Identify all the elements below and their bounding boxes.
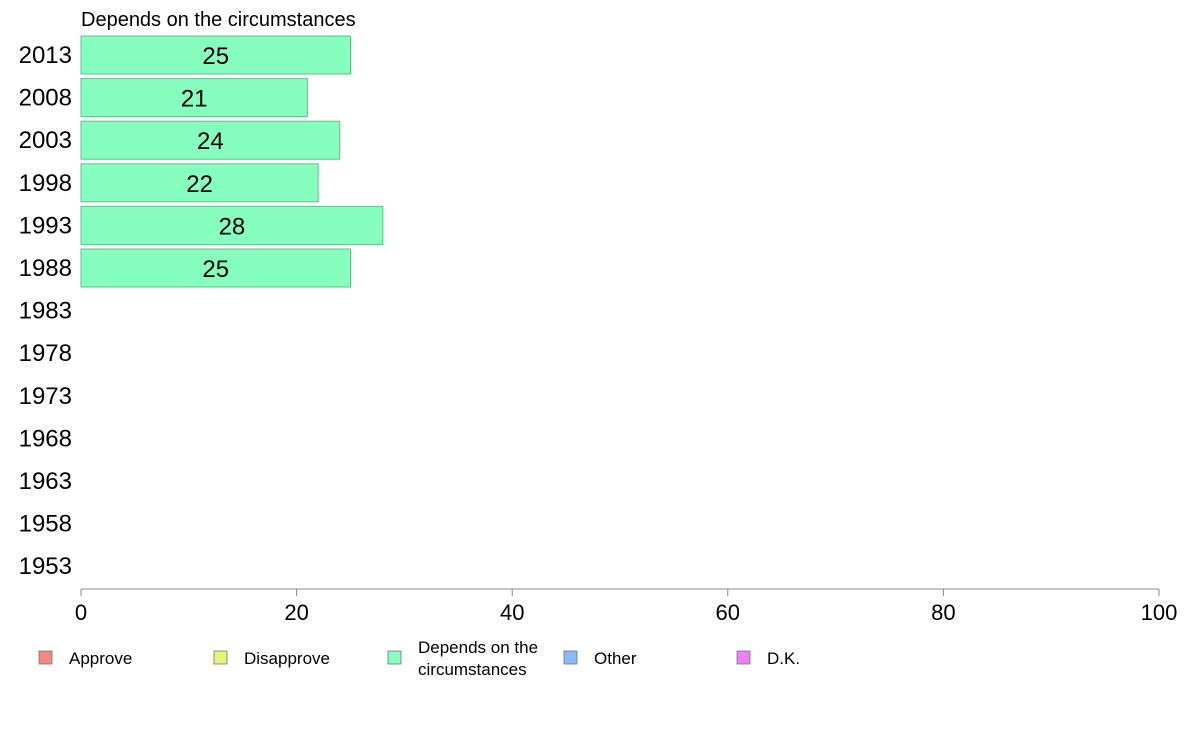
bar [80, 120, 341, 160]
y-tick-label: 2008 [19, 85, 72, 112]
legend-label: Other [594, 649, 637, 668]
x-axis: 0 20 40 60 80 100 [75, 588, 1178, 625]
y-tick-label: 2013 [19, 42, 72, 69]
x-tick-label: 80 [931, 600, 955, 625]
y-tick-label: 1963 [19, 468, 72, 495]
bar-value-label: 21 [181, 86, 208, 113]
y-axis-labels: 2013 2008 2003 1998 1993 1988 1983 1978 1973 1968… [19, 42, 72, 580]
bar-value-label: 28 [219, 213, 246, 240]
x-tick-label: 20 [284, 600, 308, 625]
x-tick-label: 40 [500, 600, 524, 625]
x-tick-label: 0 [75, 600, 87, 625]
bar [80, 205, 384, 245]
bar [80, 248, 351, 288]
y-tick-label: 1983 [19, 298, 72, 325]
bar-value-label: 25 [202, 43, 229, 70]
bar-value-label: 22 [186, 171, 213, 198]
y-tick-label: 2003 [19, 127, 72, 154]
bar-value-label: 24 [197, 128, 224, 155]
y-tick-label: 1998 [19, 170, 72, 197]
y-tick-label: 1993 [19, 212, 72, 239]
legend-swatch [387, 650, 402, 665]
legend-label: Disapprove [244, 649, 330, 668]
legend-label: Approve [69, 649, 132, 668]
x-tick-label: 60 [716, 600, 740, 625]
y-tick-label: 1958 [19, 511, 72, 538]
legend: Approve Disapprove Depends on the circumsta… [38, 638, 800, 679]
y-tick-label: 1953 [19, 553, 72, 580]
bar [80, 35, 351, 75]
y-tick-label: 1968 [19, 425, 72, 452]
legend-label: Depends on the circumstances [418, 638, 538, 679]
y-tick-label: 1973 [19, 383, 72, 410]
legend-swatch [38, 650, 53, 665]
bar-value-label: 25 [202, 256, 229, 283]
legend-swatch [736, 650, 751, 665]
y-tick-label: 1988 [19, 255, 72, 282]
legend-swatch [563, 650, 578, 665]
bar [80, 163, 319, 203]
y-tick-label: 1978 [19, 340, 72, 367]
legend-label: D.K. [767, 649, 800, 668]
bar [80, 78, 308, 118]
x-tick-label: 100 [1141, 600, 1178, 625]
legend-swatch [213, 650, 228, 665]
chart-title: Depends on the circumstances [81, 9, 356, 31]
